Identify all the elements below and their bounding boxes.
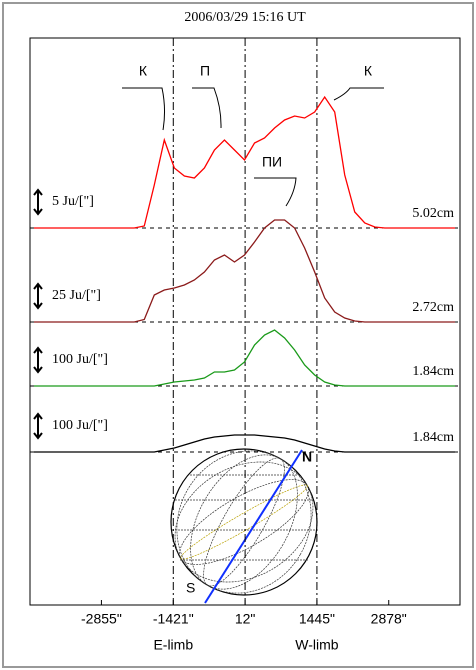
scale-label: 100 Ju/["] <box>52 418 108 433</box>
scan-line <box>34 329 455 387</box>
scale-arrow <box>33 282 43 310</box>
scan-line <box>34 434 455 453</box>
annotation-pointer <box>333 87 384 101</box>
limb-label: E-limb <box>153 637 193 653</box>
annotation: ПИ <box>262 154 282 170</box>
disk-label: N <box>302 449 312 465</box>
annotation-pointer <box>122 87 165 131</box>
x-tick-label: -2855" <box>81 611 122 627</box>
disk-label: S <box>186 580 195 596</box>
annotation: К <box>139 63 148 79</box>
scan-line <box>34 95 455 229</box>
annotation: К <box>364 63 373 79</box>
scale-label: 100 Ju/["] <box>52 352 108 367</box>
x-tick-label: 2878" <box>371 611 407 627</box>
scale-label: 25 Ju/["] <box>52 288 101 303</box>
x-tick-label: -1421" <box>153 611 194 627</box>
scale-arrow <box>33 412 43 440</box>
wavelength-label: 2.72cm <box>412 300 454 315</box>
solar-disk <box>170 448 318 604</box>
annotation: П <box>200 63 210 79</box>
scan-line <box>34 219 455 323</box>
x-tick-label: 1445" <box>299 611 335 627</box>
x-tick-label: 12" <box>235 611 256 627</box>
wavelength-label: 5.02cm <box>412 206 454 221</box>
wavelength-label: 1.84cm <box>412 364 454 379</box>
scale-arrow <box>33 188 43 216</box>
chart-title: 2006/03/29 15:16 UT <box>184 10 306 25</box>
scale-label: 5 Ju/["] <box>52 194 94 209</box>
wavelength-label: 1.84cm <box>412 430 454 445</box>
annotation-pointer <box>192 87 222 129</box>
scale-arrow <box>33 346 43 374</box>
limb-label: W-limb <box>295 637 339 653</box>
annotation-pointer <box>254 177 297 207</box>
